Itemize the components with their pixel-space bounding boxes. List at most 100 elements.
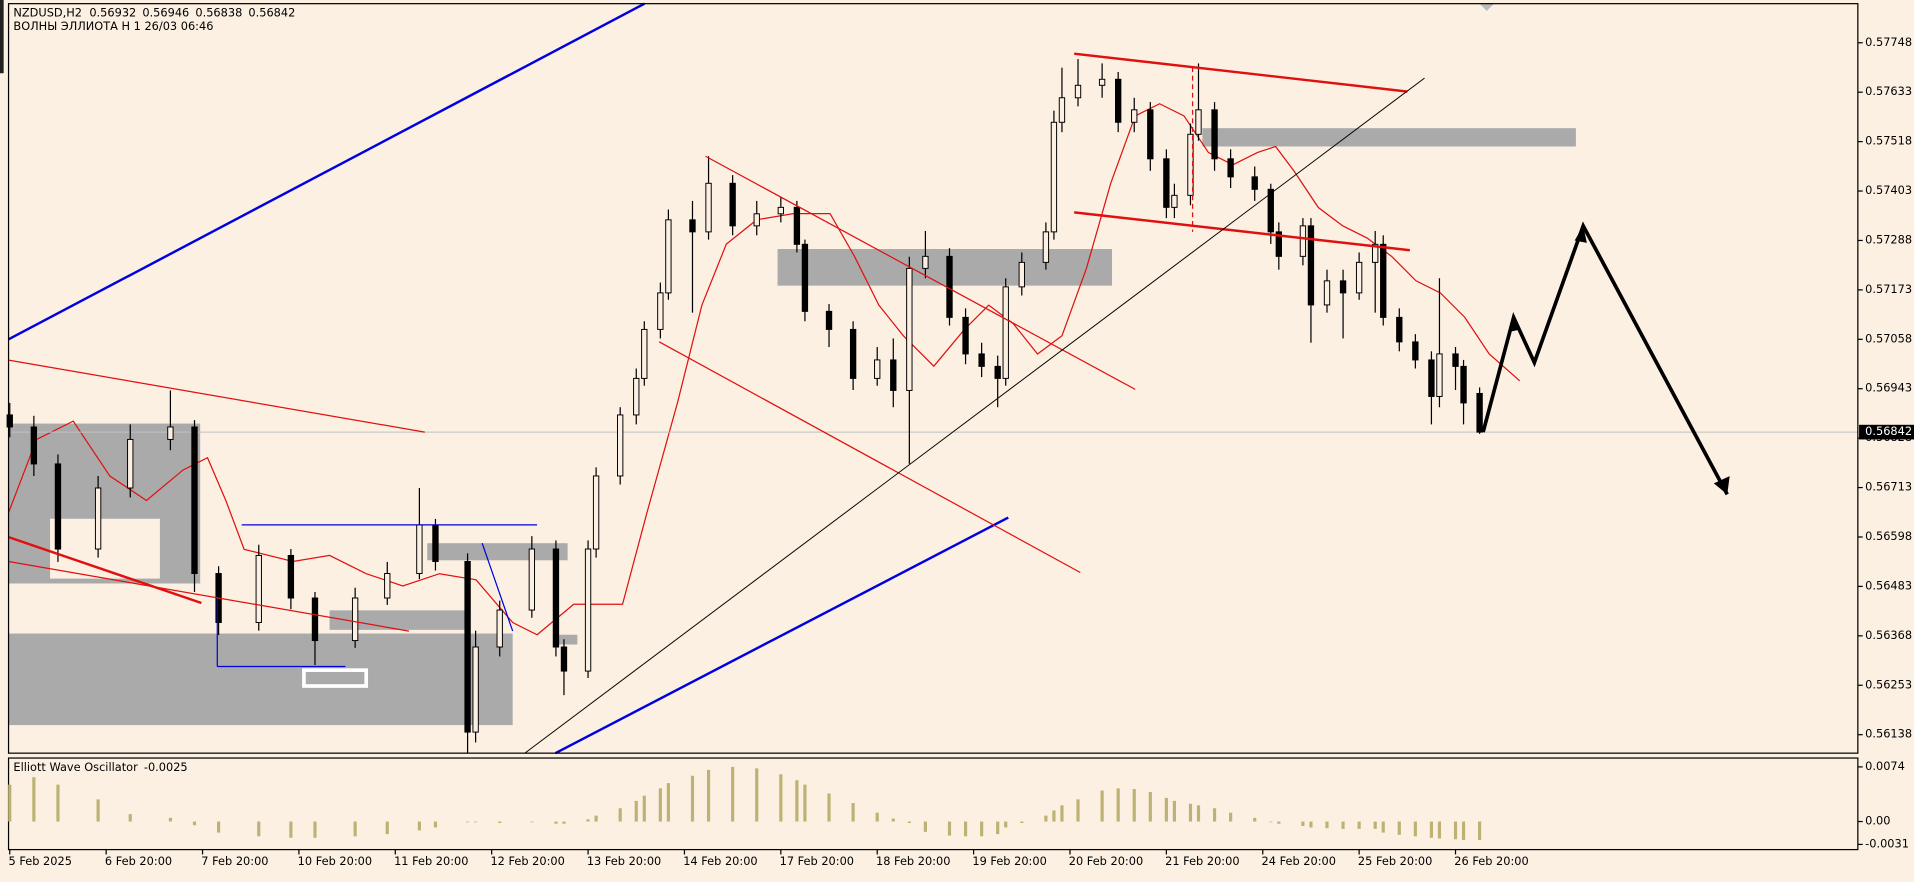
current-price-box <box>1859 424 1914 440</box>
candle-body <box>994 365 1001 379</box>
oscillator-bar <box>1373 821 1377 829</box>
candle-body <box>1147 109 1154 160</box>
candle-body <box>689 219 696 233</box>
oscillator-bar <box>466 821 470 823</box>
oscillator-bar <box>417 821 421 831</box>
candle-body <box>54 463 62 550</box>
candle-body <box>351 597 359 642</box>
candles <box>6 59 1483 754</box>
oscillator-bar <box>658 788 662 822</box>
zone <box>8 633 513 726</box>
candle-body <box>1131 109 1138 123</box>
oscillator-bar <box>289 821 293 838</box>
y-tick-label: 0.57518 <box>1865 134 1912 148</box>
oscillator-bar <box>32 777 36 822</box>
x-tick-label: 25 Feb 20:00 <box>1358 854 1432 868</box>
x-tick-label: 5 Feb 2025 <box>9 854 72 868</box>
x-tick-label: 10 Feb 20:00 <box>298 854 372 868</box>
candle-body <box>1339 280 1347 294</box>
candle-body <box>94 487 102 550</box>
candle-body <box>657 292 664 330</box>
candle-body <box>592 475 600 550</box>
oscillator-bar <box>980 821 984 837</box>
oscillator-bar <box>313 821 317 838</box>
zone <box>1202 128 1576 147</box>
oscillator-bar <box>474 821 478 823</box>
y-tick-label: 0.56943 <box>1865 381 1912 395</box>
oscillator-bar <box>586 819 590 822</box>
zone <box>556 634 578 645</box>
oscillator-bar <box>594 815 598 822</box>
oscillator-bar <box>1229 812 1233 822</box>
candle-body <box>6 414 13 428</box>
arrowhead <box>1713 476 1730 495</box>
oscillator-bar <box>168 817 172 822</box>
oscillator-bar <box>923 821 927 832</box>
candle-body <box>1476 392 1483 433</box>
oscillator-bar <box>690 775 695 822</box>
candle-body <box>729 182 736 227</box>
candle-body <box>978 353 985 367</box>
oscillator-bar <box>851 803 855 822</box>
oscillator-bar <box>1076 799 1080 822</box>
oscillator-bar <box>1148 792 1152 822</box>
candle-body <box>1042 231 1050 263</box>
current-price-label: 0.56842 <box>1865 424 1912 438</box>
x-tick-label: 19 Feb 20:00 <box>972 854 1046 868</box>
oscillator-bar <box>128 814 132 822</box>
candle-body <box>1267 188 1274 233</box>
channel-line <box>1074 211 1411 252</box>
candle-body <box>191 426 198 575</box>
edge-strip <box>0 0 4 74</box>
x-tick-label: 13 Feb 20:00 <box>587 854 661 868</box>
oscillator-bar <box>1341 821 1345 829</box>
candle-body <box>30 426 38 465</box>
candle-body <box>1098 78 1106 86</box>
x-tick-label: 26 Feb 20:00 <box>1454 854 1528 868</box>
oscillator-bar <box>947 821 952 836</box>
arrowhead <box>1508 317 1520 333</box>
candle-body <box>1050 121 1058 233</box>
zones <box>7 103 1576 726</box>
candle-body <box>633 377 640 416</box>
trend-line <box>8 560 410 632</box>
y-tick-label: 0.57748 <box>1865 35 1912 49</box>
y-tick-label: 0.56138 <box>1865 727 1912 741</box>
oscillator-bar <box>963 821 968 837</box>
candle-body <box>922 255 929 269</box>
oscillator-bar <box>706 769 711 822</box>
candle-body <box>287 554 295 599</box>
trend-line <box>7 2 646 341</box>
candle-body <box>946 255 953 318</box>
oscillator-bar <box>1212 808 1217 822</box>
shift-marker <box>1479 3 1495 11</box>
oscillator-bar <box>779 774 783 822</box>
oscillator-bar <box>1044 815 1048 822</box>
oscillator-bar <box>634 800 638 822</box>
oscillator-bar <box>1357 821 1361 829</box>
oscillator-bar <box>1020 821 1024 824</box>
candle-body <box>472 646 479 733</box>
trend-line <box>705 155 1136 390</box>
oscillator-bar <box>257 821 261 837</box>
x-tick-label: 21 Feb 20:00 <box>1165 854 1239 868</box>
x-tick-label: 24 Feb 20:00 <box>1262 854 1336 868</box>
candle-body <box>528 548 536 611</box>
candle-body <box>617 414 624 477</box>
trend-line <box>554 516 1009 755</box>
oscillator-bar <box>1188 803 1193 822</box>
candle-body <box>1355 261 1363 294</box>
oscillator-bar <box>1052 810 1056 822</box>
oscillator-bar <box>891 818 895 822</box>
oscillator-bar <box>1437 821 1442 839</box>
candle-body <box>1018 261 1025 288</box>
moving-average <box>7 103 1521 636</box>
last-low: 0.56838 <box>195 5 242 19</box>
candle-body <box>167 426 174 440</box>
candle-body <box>1115 78 1122 123</box>
candle-body <box>1380 243 1387 318</box>
candle-body <box>1436 353 1443 397</box>
oscillator-bar <box>1478 821 1482 840</box>
oscillator-bar <box>192 821 197 826</box>
candle-body <box>890 359 897 391</box>
